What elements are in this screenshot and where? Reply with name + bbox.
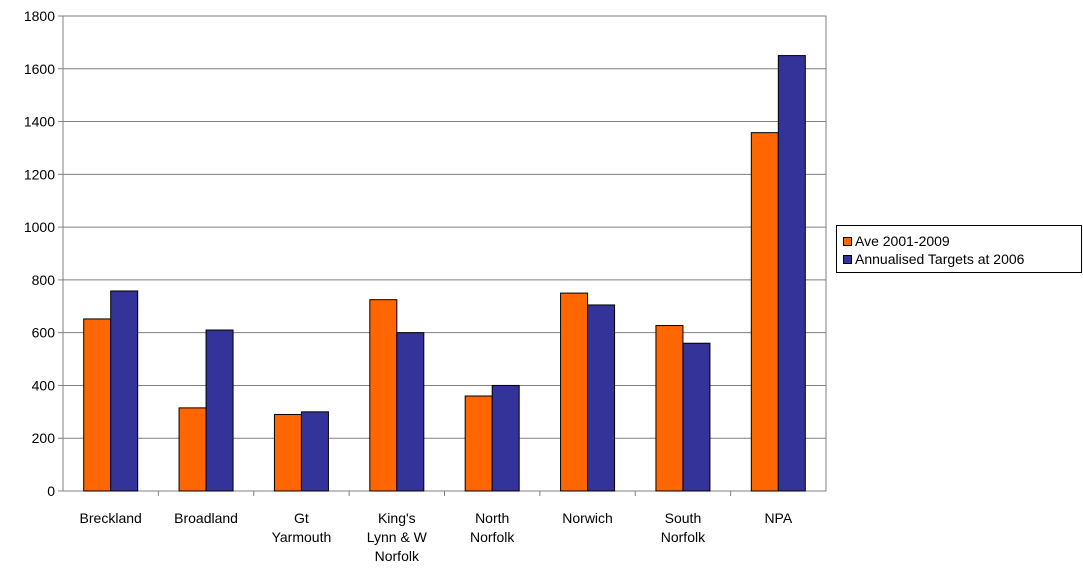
x-tick-label: Gt Yarmouth (272, 510, 332, 545)
bar-target (682, 342, 711, 492)
x-tick-label-line: Broadland (174, 510, 238, 526)
y-tick-label: 400 (32, 377, 56, 393)
bar-ave (178, 407, 207, 492)
bar-target (491, 384, 520, 492)
x-tick-label-line: Yarmouth (272, 529, 332, 545)
x-tick-label-line: Gt (294, 510, 309, 526)
x-tick-label-line: Norfolk (661, 529, 706, 545)
bar-ave (655, 325, 684, 492)
y-tick-label: 1600 (24, 61, 55, 77)
x-tick-label-line: Norfolk (470, 529, 515, 545)
x-tick-label: Norwich (562, 510, 613, 526)
x-tick-label: North Norfolk (470, 510, 515, 545)
legend-item-targets: Annualised Targets at 2006 (843, 250, 1024, 268)
y-tick-label: 0 (47, 483, 55, 499)
y-tick-label: 1800 (24, 8, 55, 24)
x-tick-label-line: NPA (764, 510, 792, 526)
bar-ave (464, 395, 493, 492)
x-tick-label-line: Breckland (80, 510, 142, 526)
y-tick-label: 600 (32, 325, 56, 341)
legend-label-targets: Annualised Targets at 2006 (855, 251, 1025, 267)
y-tick-label: 800 (32, 272, 56, 288)
y-tick-label: 1200 (24, 166, 55, 182)
y-tick-label: 1000 (24, 219, 55, 235)
legend-swatch-ave (843, 236, 852, 246)
x-tick-label: King's Lynn & W Norfolk (367, 510, 428, 564)
legend: Ave 2001-2009 Annualised Targets at 2006 (836, 225, 1082, 273)
bar-ave (83, 318, 112, 492)
y-tick-label: 1400 (24, 114, 55, 130)
legend-label-ave: Ave 2001-2009 (855, 233, 950, 249)
x-tick-label-line: North (475, 510, 509, 526)
x-tick-label-line: South (665, 510, 702, 526)
y-tick-label: 200 (32, 430, 56, 446)
bar-ave (369, 299, 398, 492)
plot-area-border (62, 15, 827, 492)
bar-target (396, 332, 425, 492)
x-tick-label-line: Norwich (562, 510, 613, 526)
legend-swatch-targets (843, 254, 852, 264)
bar-target (587, 304, 616, 492)
legend-item-ave: Ave 2001-2009 (843, 232, 950, 250)
bar-target (777, 55, 806, 492)
x-tick-label-line: Norfolk (375, 548, 420, 564)
x-tick-label-line: King's (378, 510, 416, 526)
bar-ave (273, 413, 302, 492)
bar-ave (560, 292, 589, 492)
bar-target (205, 329, 234, 492)
x-tick-label: South Norfolk (661, 510, 706, 545)
x-tick-label: Broadland (174, 510, 238, 526)
bar-target (300, 411, 329, 492)
x-tick-label: Breckland (80, 510, 142, 526)
bar-ave (750, 132, 779, 492)
bar-target (110, 290, 139, 492)
x-tick-label-line: Lynn & W (367, 529, 428, 545)
x-tick-label: NPA (764, 510, 792, 526)
